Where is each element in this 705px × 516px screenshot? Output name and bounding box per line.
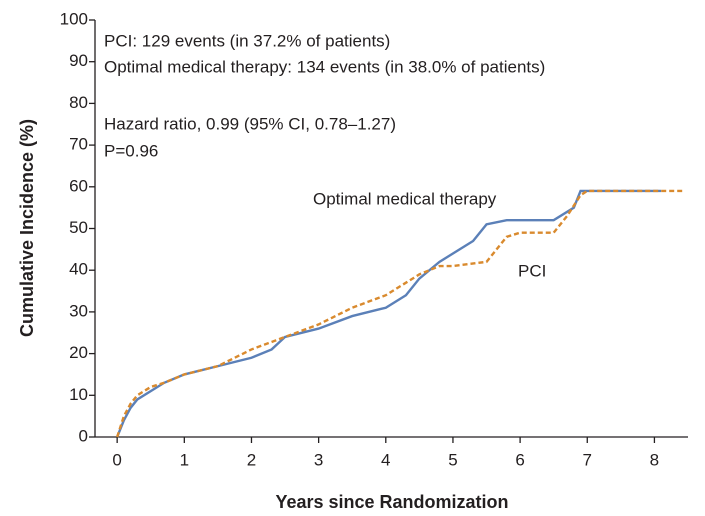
y-tick-label: 20	[69, 343, 88, 362]
x-tick-label: 6	[515, 450, 524, 469]
y-tick-label: 30	[69, 301, 88, 320]
y-tick-label: 50	[69, 218, 88, 237]
x-tick-label: 2	[247, 450, 256, 469]
x-axis-label: Years since Randomization	[275, 492, 508, 512]
series-line	[116, 189, 685, 438]
series-line	[116, 189, 662, 438]
annotation: P=0.96	[104, 141, 158, 160]
y-tick-label: 80	[69, 93, 88, 112]
x-tick-label: 0	[112, 450, 121, 469]
y-tick-label: 60	[69, 176, 88, 195]
annotation: Optimal medical therapy: 134 events (in …	[104, 57, 545, 76]
y-tick-label: 100	[60, 9, 88, 28]
y-tick-label: 10	[69, 385, 88, 404]
series-label: PCI	[518, 261, 546, 280]
annotation: PCI: 129 events (in 37.2% of patients)	[104, 31, 390, 50]
y-tick-label: 0	[79, 426, 88, 445]
x-tick-label: 4	[381, 450, 390, 469]
annotation: Hazard ratio, 0.99 (95% CI, 0.78–1.27)	[104, 114, 396, 133]
y-tick-label: 90	[69, 51, 88, 70]
x-tick-label: 1	[180, 450, 189, 469]
x-tick-label: 8	[650, 450, 659, 469]
y-axis-label: Cumulative Incidence (%)	[17, 119, 37, 337]
series-label: Optimal medical therapy	[313, 189, 497, 208]
x-tick-label: 7	[583, 450, 592, 469]
y-tick-label: 40	[69, 260, 88, 279]
y-tick-label: 70	[69, 135, 88, 154]
x-tick-label: 3	[314, 450, 323, 469]
x-tick-label: 5	[448, 450, 457, 469]
